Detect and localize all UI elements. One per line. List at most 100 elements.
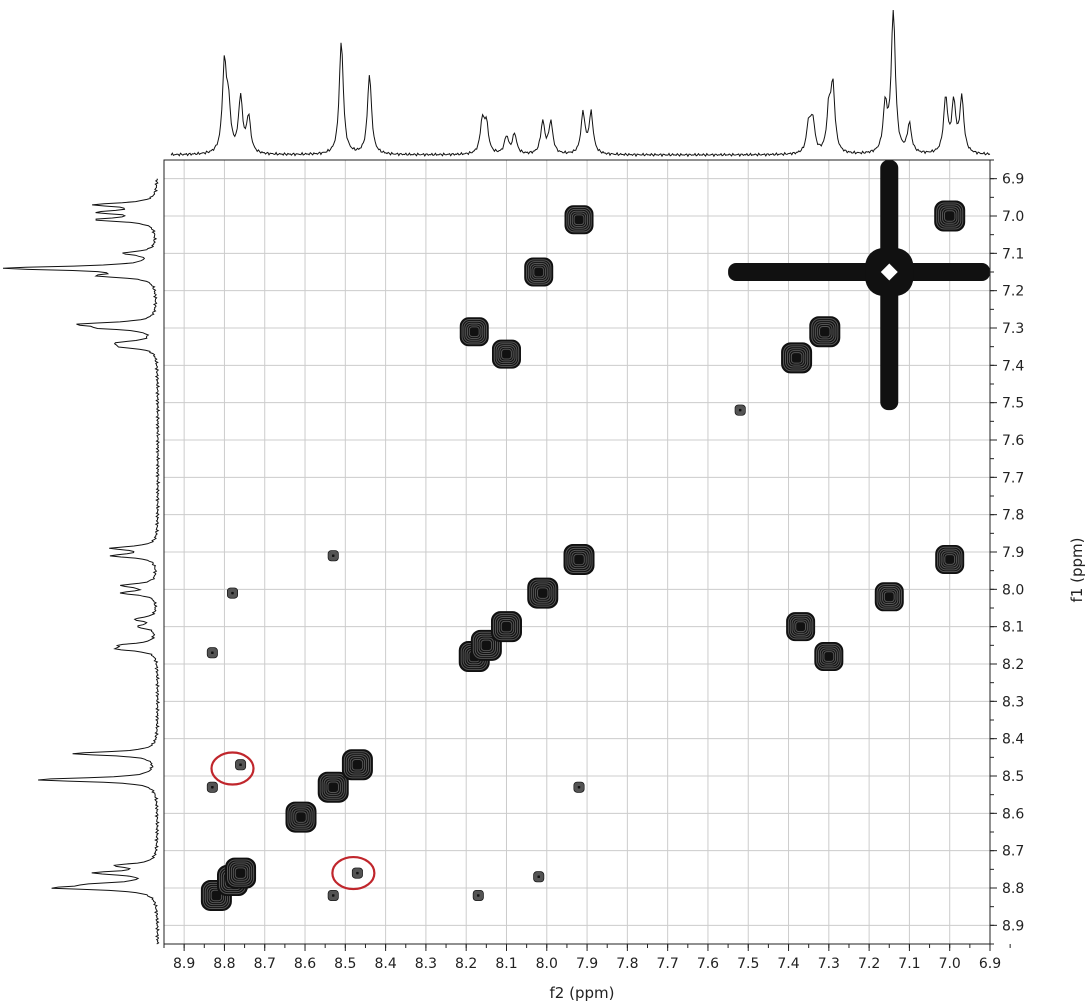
cross-peak [491,339,521,369]
cross-peak [327,889,339,901]
diagonal-peak [781,342,813,374]
contour-ring [330,553,336,558]
x-tick-label: 8.4 [374,956,396,972]
cross-peak [472,889,484,901]
contour-ring [493,341,520,367]
contour-ring [789,615,812,638]
y-tick-label: 7.9 [1002,545,1024,561]
x-tick-label: 7.5 [737,956,759,972]
contour-ring [533,583,553,603]
contour-ring [330,892,337,899]
x-tick-label: 7.4 [777,956,799,972]
contour-ring [576,784,582,791]
contour-plot-area [163,159,991,945]
cross-peak [935,544,965,574]
cross-peak [524,257,554,287]
contour-ring [498,618,515,635]
y-tick-label: 7.8 [1002,508,1024,524]
contour-ring [500,620,513,633]
contour-ring [529,262,548,282]
contour-ring [492,613,521,641]
contour-ring [938,548,961,571]
diagonal-peak [490,611,522,643]
contour-ring [791,617,810,636]
y-tick-label: 7.6 [1002,433,1024,449]
contour-ring [293,809,309,825]
contour-ring [735,405,746,415]
contour-peaks [200,160,990,911]
contour-ring [817,645,840,668]
contour-ring [735,405,745,415]
contour-ring [821,649,837,664]
diagonal-peak [285,801,317,833]
diagonal-peak [527,577,559,609]
contour-ring [229,590,236,596]
y-tick-label: 8.9 [1002,918,1024,934]
contour-ring [784,346,809,370]
x-tick-label: 8.1 [495,956,517,972]
contour-ring [463,320,486,343]
contour-ring [568,208,590,231]
y-tick-label: 8.6 [1002,806,1024,822]
contour-ring [208,649,216,657]
contour-ring [237,761,244,768]
contour-ring [574,783,584,792]
contour-ring [533,871,544,882]
y-tick-label: 8.5 [1002,769,1024,785]
contour-ring [232,865,249,881]
contour-ring [788,350,805,366]
contour-ring [476,635,496,655]
contour-ring [573,553,585,566]
cross-peak [206,647,218,659]
contour-ring [345,753,370,777]
cross-peak [533,871,545,883]
y-tick-label: 8.2 [1002,657,1024,673]
cross-peak [734,404,746,416]
contour-ring [351,759,364,771]
diagonal-peak [341,749,373,781]
contour-ring [329,551,338,560]
contour-ring [878,585,901,608]
contour-ring [566,207,592,233]
contour-ring [354,870,361,876]
contour-ring [535,873,543,881]
contour-ring [940,550,959,569]
contour-ring [533,266,545,278]
diagonal-peak [809,316,841,348]
contour-ring [737,407,743,413]
contour-ring [736,406,744,414]
contour-ring [497,345,516,364]
contour-ring [230,863,251,883]
contour-ring [461,319,487,345]
contour-ring [537,587,549,599]
cross-peak [226,587,238,599]
contour-ring [527,261,550,283]
contour-ring [534,872,543,881]
contour-ring [330,552,337,559]
x-axis-title: f2 (ppm) [550,984,615,1002]
y-tick-label: 7.4 [1002,358,1024,374]
contour-ring [571,212,587,227]
contour-ring [786,348,807,368]
contour-ring [876,584,902,610]
contour-ring [227,859,255,887]
x-tick-label: 7.0 [939,956,961,972]
contour-ring [207,782,218,793]
contour-ring [330,893,336,898]
contour-ring [467,324,482,339]
y-tick-label: 7.7 [1002,470,1024,486]
contour-ring [287,803,315,831]
x-tick-label: 7.3 [818,956,840,972]
contour-ring [236,760,245,769]
top-projection-spectrum [170,9,991,158]
contour-ring [573,214,585,226]
contour-ring [209,784,216,791]
x-tick-label: 7.1 [898,956,920,972]
y-tick-label: 7.3 [1002,321,1024,337]
x-tick-label: 8.2 [455,956,477,972]
contour-ring [535,585,551,601]
contour-ring [943,210,956,222]
contour-ring [569,549,589,570]
cross-peak [573,781,585,793]
contour-ring [210,889,223,902]
